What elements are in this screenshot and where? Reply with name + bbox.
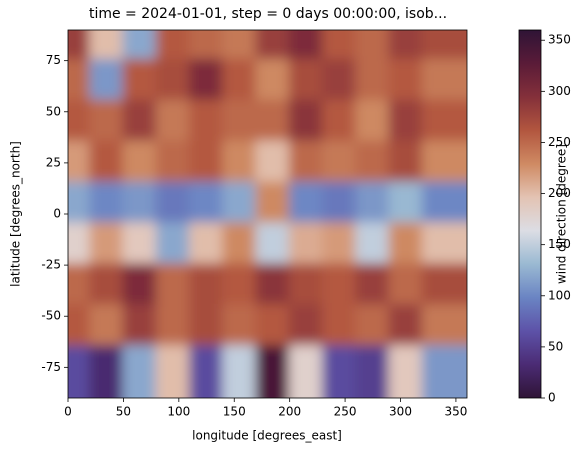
y-tick-label: -25 [41,258,61,272]
colorbar-tick-label: 100 [548,288,571,302]
x-tick-label: 50 [116,405,131,419]
x-tick-label: 300 [389,405,412,419]
x-tick-label: 200 [278,405,301,419]
colorbar-tick-label: 300 [548,84,571,98]
x-axis-label: longitude [degrees_east] [192,429,342,443]
y-tick-label: 75 [46,53,61,67]
chart-title: time = 2024-01-01, step = 0 days 00:00:0… [89,6,447,22]
x-tick-label: 100 [167,405,190,419]
y-tick-label: -75 [41,360,61,374]
x-tick-label: 0 [64,405,72,419]
colorbar-tick-label: 250 [548,135,571,149]
x-tick-label: 150 [223,405,246,419]
colorbar-tick-label: 350 [548,33,571,47]
y-tick-label: -50 [41,309,61,323]
colorbar-tick-label: 50 [548,339,563,353]
x-tick-label: 250 [334,405,357,419]
heatmap-cell [421,345,467,398]
colorbar-label: wind direction [degree] [555,144,569,284]
y-axis-label: latitude [degrees_north] [9,141,23,287]
colorbar-tick-label: 0 [548,391,556,405]
colorbar [518,29,542,399]
x-tick-label: 350 [444,405,467,419]
heatmap [68,30,467,398]
y-tick-label: 50 [46,104,61,118]
y-tick-label: 25 [46,155,61,169]
heatmap-cells [68,30,467,398]
colorbar-tick-label: 200 [548,186,571,200]
y-tick-label: 0 [53,207,61,221]
colorbar-tick-label: 150 [548,237,571,251]
